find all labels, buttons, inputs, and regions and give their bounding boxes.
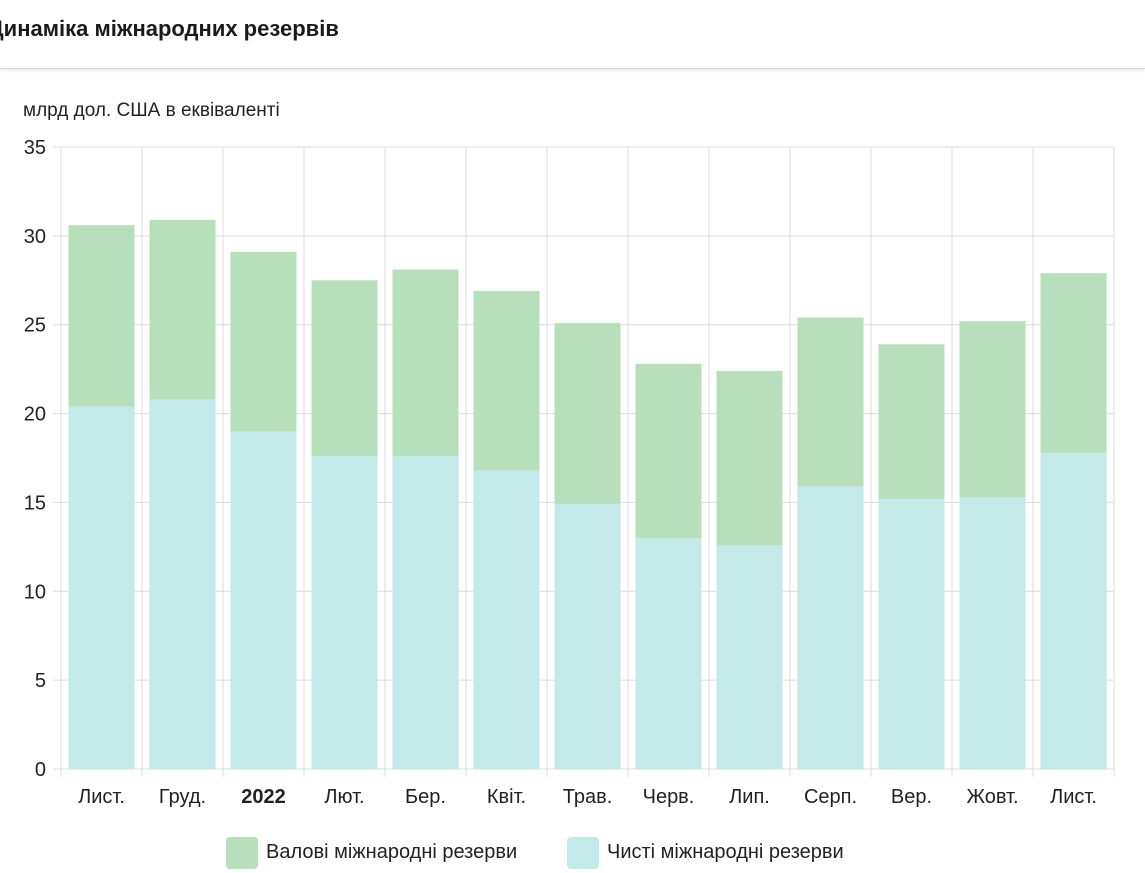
chart-title: Динаміка міжнародних резервів (0, 16, 339, 41)
x-tick-label: Лист. (78, 786, 125, 808)
bar-net-reserves[interactable] (68, 406, 135, 769)
legend-label-net: Чисті міжнародні резерви (607, 841, 844, 863)
bar-net-reserves[interactable] (959, 497, 1026, 769)
bar-net-reserves[interactable] (1040, 452, 1107, 769)
legend-swatch-net (567, 837, 599, 869)
bar-net-reserves[interactable] (797, 486, 864, 769)
x-tick-label: Трав. (563, 786, 613, 808)
x-axis-ticks: Лист. Груд. 2022 Лют. Бер. Квіт. Трав. Черв. Лип… (78, 786, 1097, 808)
x-tick-label: Лист. (1050, 786, 1097, 808)
bar-net-reserves[interactable] (635, 537, 702, 769)
x-tick-label: Вер. (891, 786, 932, 808)
x-tick-label: Бер. (405, 786, 446, 808)
y-tick-label: 0 (35, 759, 46, 781)
legend-label-gross: Валові міжнародні резерви (266, 841, 518, 863)
y-tick-label: 25 (24, 315, 46, 337)
bars (68, 219, 1107, 770)
bar-net-reserves[interactable] (716, 545, 783, 769)
x-tick-label: Жовт. (966, 786, 1018, 808)
bar-net-reserves[interactable] (878, 498, 945, 769)
bar-net-reserves[interactable] (149, 399, 216, 769)
y-tick-label: 35 (24, 137, 46, 159)
x-tick-label: Квіт. (487, 786, 526, 808)
bar-net-reserves[interactable] (473, 470, 540, 769)
y-axis-unit-label: млрд дол. США в еквіваленті (23, 100, 280, 121)
bar-net-reserves[interactable] (230, 431, 297, 769)
x-tick-label: Груд. (159, 786, 206, 808)
y-tick-label: 5 (35, 670, 46, 692)
y-axis-ticks: 0 5 10 15 20 25 30 35 (24, 137, 46, 781)
y-tick-label: 30 (24, 226, 46, 248)
y-tick-label: 15 (24, 492, 46, 514)
bar-net-reserves[interactable] (554, 504, 621, 769)
chart-header: Динаміка міжнародних резервів (0, 0, 1145, 69)
x-tick-label: Черв. (643, 786, 695, 808)
legend-swatch-gross (226, 837, 258, 869)
x-tick-label: Лип. (729, 786, 770, 808)
x-tick-label: 2022 (241, 786, 286, 808)
y-tick-label: 10 (24, 581, 46, 603)
bar-net-reserves[interactable] (392, 456, 459, 769)
bar-net-reserves[interactable] (311, 456, 378, 769)
x-tick-label: Лют. (324, 786, 364, 808)
x-tick-label: Серп. (804, 786, 857, 808)
y-tick-label: 20 (24, 404, 46, 426)
legend: Валові міжнародні резерви Чисті міжнарод… (0, 836, 1145, 872)
